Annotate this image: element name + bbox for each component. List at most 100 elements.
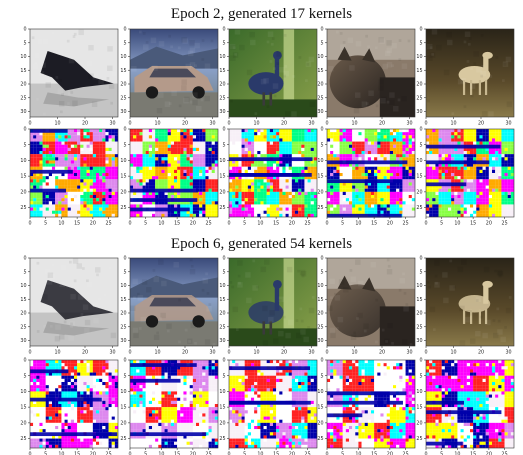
y-tick-label: 15 — [219, 174, 225, 180]
y-tick-label: 25 — [219, 205, 225, 211]
y-tick-label: 25 — [416, 324, 422, 330]
x-tick-label: 10 — [454, 452, 460, 455]
kernel-heatmap — [426, 360, 515, 449]
y-tick-label: 30 — [416, 338, 422, 344]
y-tick-label: 30 — [20, 338, 26, 344]
x-tick-label: 20 — [486, 452, 492, 455]
x-tick-label: 10 — [351, 121, 357, 127]
y-tick-label: 15 — [120, 405, 126, 411]
kernel-map-car: 0 5 10 15 20 25 0 5 10 15 20 25 — [120, 358, 219, 455]
x-tick-label: 0 — [128, 452, 131, 455]
x-tick-label: 20 — [379, 350, 385, 356]
y-tick-label: 0 — [222, 256, 225, 262]
y-tick-label: 25 — [219, 436, 225, 442]
plot-frame — [29, 28, 119, 118]
y-tick-label: 10 — [416, 54, 422, 60]
photo-airplane — [30, 258, 118, 346]
y-tick-label: 20 — [20, 82, 26, 88]
kernel-map-bird: 0 5 10 15 20 25 0 5 10 15 20 25 — [219, 127, 318, 227]
x-tick-label: 20 — [289, 221, 295, 227]
x-tick-label: 15 — [273, 452, 279, 455]
x-tick-label: 0 — [227, 121, 230, 127]
y-tick-label: 15 — [416, 68, 422, 74]
kernel-heatmap — [30, 360, 119, 449]
x-tick-label: 15 — [273, 221, 279, 227]
plot-frame — [29, 257, 119, 347]
plot-frame — [326, 128, 416, 218]
kernel-heatmap — [130, 129, 219, 218]
y-tick-label: 25 — [317, 436, 323, 442]
y-tick-label: 10 — [416, 389, 422, 395]
y-tick-label: 5 — [123, 142, 126, 148]
x-tick-label: 20 — [90, 221, 96, 227]
plot-frame — [326, 28, 416, 118]
x-tick-label: 30 — [406, 121, 412, 127]
y-tick-label: 5 — [320, 142, 323, 148]
x-tick-label: 15 — [174, 221, 180, 227]
y-tick-label: 25 — [120, 95, 126, 101]
y-tick-label: 0 — [23, 256, 26, 262]
section-title-epoch-2: Epoch 2, generated 17 kernels — [170, 6, 353, 22]
y-tick-label: 15 — [20, 297, 26, 303]
y-tick-label: 0 — [222, 358, 225, 364]
x-tick-label: 30 — [109, 350, 115, 356]
y-tick-label: 5 — [23, 142, 26, 148]
x-tick-label: 0 — [28, 221, 31, 227]
y-tick-label: 0 — [222, 27, 225, 33]
x-tick-label: 10 — [154, 121, 160, 127]
x-tick-label: 0 — [325, 121, 328, 127]
y-tick-label: 20 — [416, 189, 422, 195]
x-tick-label: 25 — [403, 221, 409, 227]
kernel-map-airplane: 0 5 10 15 20 25 0 5 10 15 20 25 — [20, 358, 119, 455]
photo-car — [130, 258, 218, 346]
x-tick-label: 10 — [58, 221, 64, 227]
x-tick-label: 20 — [478, 350, 484, 356]
photo-cat — [327, 29, 415, 117]
x-tick-label: 10 — [450, 121, 456, 127]
y-tick-label: 10 — [317, 389, 323, 395]
x-tick-label: 0 — [424, 121, 427, 127]
x-tick-label: 10 — [253, 350, 259, 356]
x-tick-label: 30 — [505, 350, 511, 356]
photo-deer — [426, 29, 514, 117]
x-tick-label: 5 — [144, 221, 147, 227]
plot-frame — [29, 128, 119, 218]
x-tick-label: 20 — [182, 350, 188, 356]
x-tick-label: 5 — [243, 452, 246, 455]
y-tick-label: 15 — [317, 68, 323, 74]
y-tick-label: 25 — [219, 95, 225, 101]
kernel-heatmap — [130, 360, 219, 449]
kernel-map-airplane: 0 5 10 15 20 25 0 5 10 15 20 25 — [20, 127, 119, 227]
y-tick-label: 5 — [419, 269, 422, 275]
x-tick-label: 15 — [74, 452, 80, 455]
y-tick-label: 20 — [120, 311, 126, 317]
y-tick-label: 5 — [23, 373, 26, 379]
y-tick-label: 5 — [419, 142, 422, 148]
x-tick-label: 10 — [154, 350, 160, 356]
y-tick-label: 20 — [219, 189, 225, 195]
plot-frame — [228, 28, 318, 118]
y-tick-label: 10 — [219, 54, 225, 60]
x-tick-label: 0 — [128, 350, 131, 356]
y-tick-label: 20 — [219, 420, 225, 426]
y-tick-label: 25 — [120, 324, 126, 330]
x-tick-label: 0 — [325, 350, 328, 356]
y-tick-label: 0 — [419, 256, 422, 262]
y-tick-label: 0 — [23, 27, 26, 33]
kernel-heatmap — [327, 360, 416, 449]
x-tick-label: 5 — [44, 452, 47, 455]
y-tick-label: 15 — [219, 405, 225, 411]
x-tick-label: 10 — [355, 452, 361, 455]
x-tick-label: 0 — [28, 121, 31, 127]
y-tick-label: 10 — [416, 158, 422, 164]
x-tick-label: 0 — [227, 221, 230, 227]
kernel-heatmap — [327, 129, 416, 218]
y-tick-label: 0 — [320, 358, 323, 364]
y-tick-label: 0 — [23, 358, 26, 364]
x-tick-label: 20 — [387, 221, 393, 227]
